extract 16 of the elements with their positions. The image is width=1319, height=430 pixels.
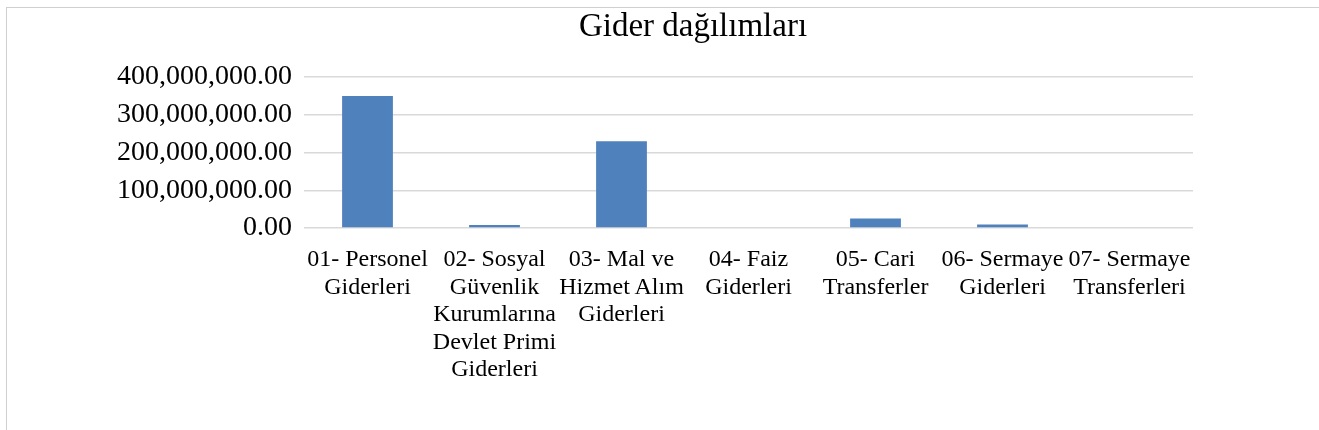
y-tick-label: 200,000,000.00 [117,134,292,166]
x-tick-label: 02- Sosyal Güvenlik Kurumlarına Devlet Primi Giderleri [432,245,557,382]
x-tick-label: 07- Sermaye Transferleri [1068,245,1191,299]
x-tick-label: 03- Mal ve Hizmet Alım Giderleri [559,245,685,327]
chart-title: Gider dağılımları [578,6,808,43]
y-tick-label: 300,000,000.00 [117,97,292,129]
bar [850,218,901,228]
y-tick-label: 100,000,000.00 [117,172,292,204]
x-tick-label: 04- Faiz Giderleri [705,245,793,299]
y-tick-label: 400,000,000.00 [117,59,292,91]
bar [342,95,393,228]
x-tick-label: 05- Cari Transferler [822,245,929,299]
x-tick-label: 06- Sermaye Giderleri [941,245,1064,299]
x-tick-label: 01- Personel Giderleri [307,245,429,299]
bar [596,141,647,228]
y-tick-label: 0.00 [243,210,292,242]
